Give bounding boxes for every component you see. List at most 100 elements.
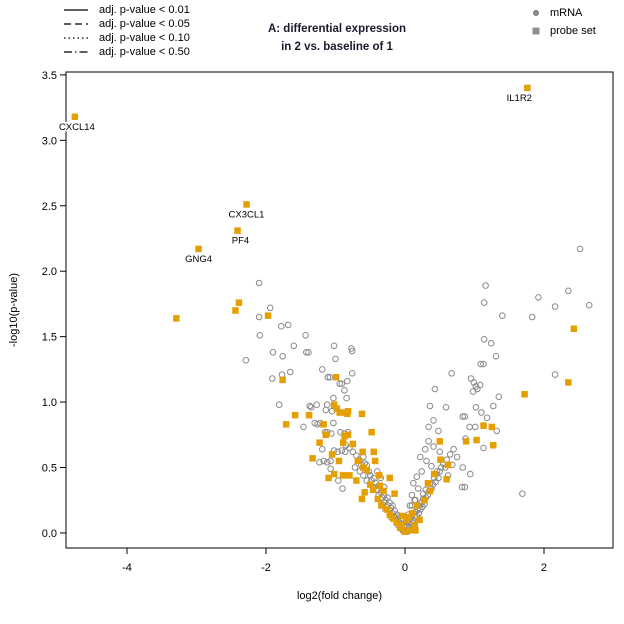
mrna-point: [324, 373, 332, 381]
probe-set-point: [330, 401, 338, 408]
mrna-point: [480, 444, 487, 452]
mrna-point: [313, 401, 321, 409]
probe-set-point: [322, 431, 329, 438]
mrna-point: [428, 462, 435, 470]
mrna-point: [417, 453, 424, 461]
probe-set-point: [235, 299, 243, 306]
probe-set-point: [386, 511, 393, 518]
mrna-point: [278, 371, 286, 378]
mrna-point: [303, 349, 310, 356]
mrna-point: [480, 360, 487, 368]
probe-set-point: [282, 421, 290, 428]
mrna-point: [471, 423, 479, 431]
probe-set-point: [405, 514, 412, 521]
mrna-point: [348, 347, 356, 355]
probe-set-point: [408, 510, 416, 517]
mrna-marker-icon: [533, 10, 539, 16]
y-tick-label: 0.0: [42, 528, 57, 540]
probe-set-point: [353, 477, 360, 484]
probe-set-point: [358, 495, 366, 503]
probe-set-point: [344, 408, 352, 415]
mrna-point: [391, 507, 398, 515]
y-tick-label: 2.0: [42, 266, 57, 278]
mrna-point: [410, 479, 417, 487]
probe-set-point: [354, 457, 361, 465]
mrna-point: [425, 423, 432, 431]
mrna-point: [344, 377, 351, 385]
mrna-point: [319, 366, 326, 373]
probe-set-point: [462, 438, 470, 445]
probe-set-point: [341, 432, 348, 440]
mrna-point: [255, 313, 263, 321]
mrna-point: [492, 353, 500, 360]
probe-set-point: [443, 476, 450, 483]
threshold-legend-row: adj. p-value < 0.01: [62, 3, 190, 17]
mrna-point: [307, 404, 315, 411]
mrna-point: [346, 444, 353, 452]
y-tick-label: 1.0: [42, 397, 57, 409]
mrna-point: [493, 427, 501, 435]
probe-set-point: [339, 472, 347, 479]
plot-border: [65, 71, 614, 549]
mrna-point: [480, 299, 488, 306]
probe-set-point: [346, 472, 353, 479]
mrna-point: [435, 427, 442, 435]
probe-set-point: [358, 410, 366, 418]
mrna-point: [275, 401, 283, 409]
probe-set-point: [369, 486, 377, 493]
mrna-point: [467, 375, 475, 382]
probe-set-point: [383, 506, 391, 513]
probe-set-point: [490, 442, 497, 449]
threshold-legend-label: adj. p-value < 0.01: [99, 4, 190, 16]
mrna-point: [337, 428, 344, 436]
mrna-point: [469, 388, 477, 395]
mrna-point: [551, 371, 559, 378]
mrna-point: [255, 279, 263, 287]
x-tick-label: -4: [122, 562, 132, 574]
probe-set-point: [412, 527, 419, 534]
mrna-point: [430, 417, 437, 424]
mrna-point: [348, 370, 356, 377]
y-tick-label: 0.5: [42, 463, 57, 475]
probe-set-point: [195, 245, 202, 253]
probe-set-point: [421, 497, 428, 504]
probe-set-point: [71, 113, 79, 120]
probe-set-point: [361, 489, 368, 496]
probe-set-point: [349, 440, 357, 448]
mrna-point: [528, 313, 536, 321]
mrna-point: [330, 342, 338, 350]
series-legend-label: probe set: [550, 25, 596, 37]
gene-label: GNG4: [185, 254, 212, 265]
mrna-point: [459, 464, 467, 471]
probe-set-point: [336, 409, 343, 416]
probe-set-point: [243, 201, 250, 208]
threshold-legend-row: adj. p-value < 0.05: [62, 17, 190, 31]
probe-set-point: [399, 512, 407, 520]
mrna-point: [495, 393, 503, 401]
probe-set-point: [330, 470, 338, 478]
probe-set-point: [316, 439, 323, 446]
probe-set-point: [401, 528, 409, 535]
mrna-point: [535, 294, 542, 301]
mrna-point: [425, 438, 432, 445]
threshold-legend-row: adj. p-value < 0.50: [62, 45, 190, 59]
mrna-point: [332, 355, 339, 363]
mrna-point: [413, 473, 421, 481]
mrna-point: [458, 483, 466, 491]
probe-set-point: [386, 474, 393, 482]
mrna-point: [446, 451, 454, 458]
gene-label: PF4: [232, 236, 249, 247]
mrna-point: [565, 287, 572, 295]
mrna-point: [266, 304, 274, 312]
mrna-point: [487, 339, 495, 347]
mrna-point: [490, 402, 497, 410]
mrna-point: [287, 368, 294, 376]
probe-set-point: [279, 376, 286, 384]
probe-set-point: [363, 466, 370, 474]
x-tick-label: -2: [261, 562, 271, 574]
y-tick-label: 2.5: [42, 201, 57, 213]
mrna-point: [408, 491, 416, 499]
mrna-point: [330, 419, 337, 427]
mrna-point: [466, 423, 473, 431]
probe-set-point: [335, 457, 343, 465]
